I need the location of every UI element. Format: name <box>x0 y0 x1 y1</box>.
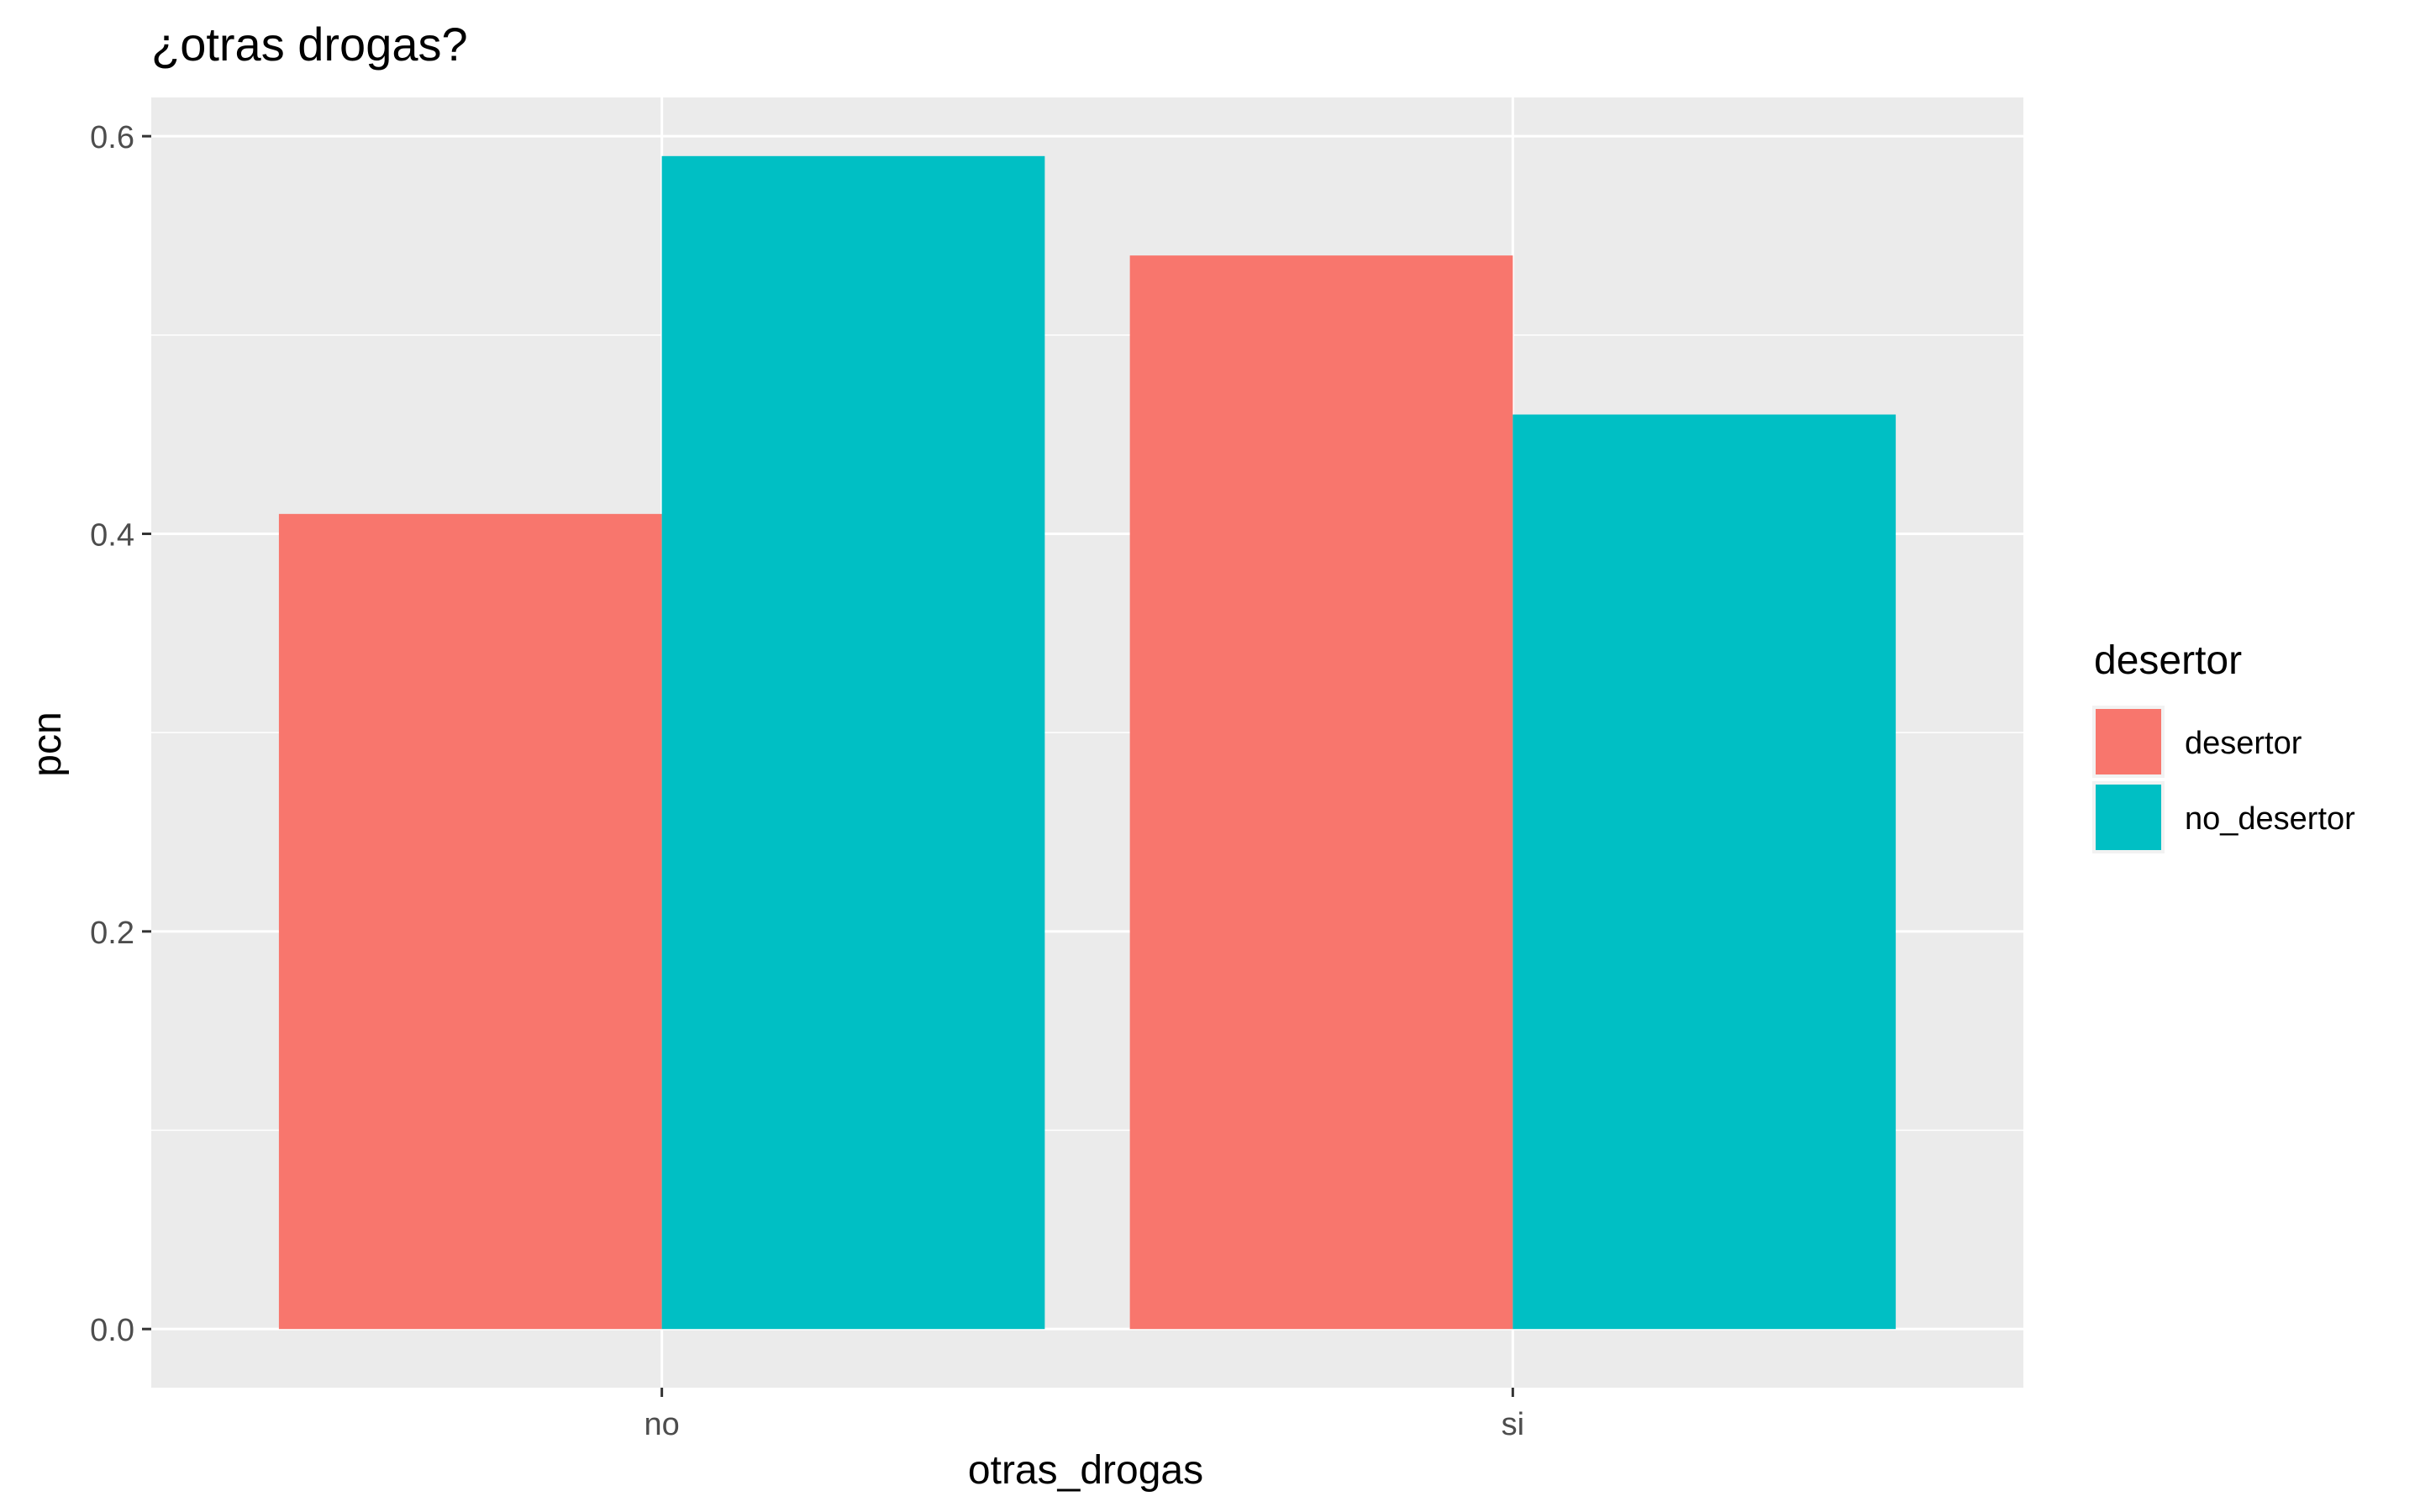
legend-key-no_desertor <box>2096 785 2161 850</box>
y-tick-label: 0.2 <box>90 916 134 951</box>
bar-desertor-si <box>1129 255 1513 1330</box>
legend: desertor desertor no_desertor <box>2092 638 2355 853</box>
legend-title: desertor <box>2094 638 2242 683</box>
y-tick-label: 0.0 <box>90 1313 134 1348</box>
legend-label: no_desertor <box>2185 801 2355 837</box>
chart-title: ¿otras drogas? <box>151 18 468 71</box>
x-tick-label: no <box>644 1407 679 1442</box>
x-axis-title: otras_drogas <box>968 1448 1203 1493</box>
x-tick-label: si <box>1502 1407 1524 1442</box>
legend-label: desertor <box>2185 726 2302 761</box>
y-axis-title: pcn <box>25 711 70 776</box>
y-axis: 0.0 0.2 0.4 0.6 <box>90 120 151 1348</box>
bar-no_desertor-no <box>661 155 1045 1330</box>
y-tick-label: 0.4 <box>90 517 134 553</box>
bars <box>278 155 1897 1330</box>
bar-no_desertor-si <box>1512 414 1897 1330</box>
x-axis: no si <box>644 1388 1524 1442</box>
bar-desertor-no <box>278 513 662 1330</box>
y-tick-label: 0.6 <box>90 120 134 155</box>
legend-key-desertor <box>2096 709 2161 774</box>
